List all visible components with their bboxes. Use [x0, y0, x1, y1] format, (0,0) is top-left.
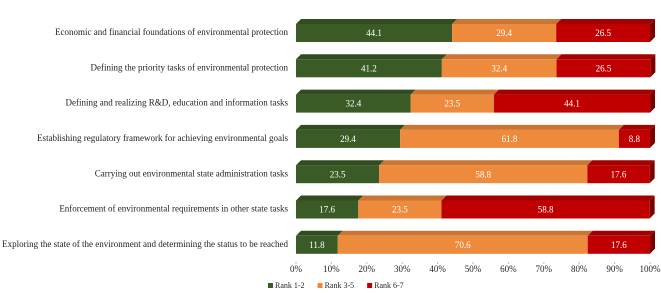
category-label: Defining the priority tasks of environme… — [91, 62, 289, 72]
x-tick-label: 60% — [500, 264, 517, 274]
bar-top — [400, 124, 624, 130]
category-label: Enforcement of environmental requirement… — [59, 204, 288, 214]
bar-top — [296, 89, 416, 95]
bar-side — [650, 54, 656, 78]
value-label: 29.4 — [496, 28, 512, 38]
bar — [441, 59, 557, 78]
legend-label: Rank 6-7 — [374, 281, 404, 290]
bar-top — [618, 124, 655, 130]
bar-side — [650, 124, 655, 148]
value-label: 29.4 — [340, 134, 356, 144]
value-label: 17.6 — [611, 240, 627, 250]
bar — [296, 129, 401, 148]
bar-top — [587, 160, 655, 166]
legend-swatch — [367, 283, 373, 288]
bar-top — [452, 19, 562, 24]
bar — [493, 94, 650, 113]
bar-side — [649, 160, 655, 184]
value-label: 58.8 — [475, 169, 491, 179]
category-label: Economic and financial foundations of en… — [55, 27, 288, 37]
value-label: 44.1 — [564, 99, 580, 109]
value-label: 17.6 — [319, 205, 335, 215]
bar-top — [358, 195, 447, 201]
x-tick-label: 0% — [290, 264, 303, 274]
x-tick-label: 10% — [323, 264, 340, 274]
value-label: 41.2 — [361, 63, 377, 73]
bar-top — [441, 54, 562, 60]
category-label: Exploring the state of the environment a… — [2, 239, 288, 249]
x-tick-label: 100% — [640, 264, 661, 274]
category-label: Carrying out environmental state adminis… — [95, 168, 289, 178]
bar-top — [296, 124, 406, 130]
value-label: 23.5 — [444, 99, 460, 109]
bar — [400, 129, 619, 148]
bar-top — [441, 195, 655, 201]
bar — [556, 59, 651, 78]
value-label: 8.8 — [629, 134, 641, 144]
bar-top — [296, 230, 343, 236]
bar — [441, 200, 650, 219]
category-label: Establishing regulatory framework for ac… — [37, 133, 288, 143]
value-label: 32.4 — [345, 99, 361, 109]
legend-swatch — [268, 283, 273, 288]
value-label: 32.4 — [491, 63, 507, 73]
bar — [618, 129, 650, 148]
bar-top — [556, 54, 656, 60]
value-label: 44.1 — [366, 28, 382, 38]
category-label: Defining and realizing R&D, education an… — [66, 98, 289, 108]
legend-swatch — [317, 283, 323, 288]
bar-top — [337, 230, 593, 236]
x-tick-label: 40% — [429, 264, 446, 274]
bar — [379, 165, 588, 184]
bar — [587, 165, 650, 184]
x-tick-label: 20% — [359, 264, 376, 274]
value-label: 70.6 — [455, 240, 471, 250]
x-tick-label: 80% — [571, 264, 588, 274]
bar — [410, 94, 494, 113]
bar-top — [493, 89, 655, 95]
bar — [296, 24, 453, 42]
bar-top — [556, 19, 655, 24]
bar-side — [649, 195, 655, 219]
value-label: 58.8 — [538, 205, 554, 215]
bar-top — [296, 19, 458, 24]
bar — [337, 235, 588, 254]
bar-top — [296, 195, 364, 201]
value-label: 23.5 — [392, 205, 408, 215]
x-tick-label: 50% — [465, 264, 482, 274]
bar-top — [410, 89, 499, 95]
bar — [296, 59, 442, 78]
value-label: 11.8 — [309, 240, 325, 250]
value-label: 26.5 — [595, 28, 611, 38]
bar — [296, 200, 359, 219]
bar-side — [650, 230, 655, 254]
legend-label: Rank 1-2 — [275, 281, 305, 290]
bar — [358, 200, 442, 219]
value-label: 61.8 — [502, 134, 518, 144]
value-label: 26.5 — [596, 63, 612, 73]
bar-top — [296, 160, 385, 166]
bar-side — [650, 89, 655, 113]
legend-label: Rank 3-5 — [325, 281, 355, 290]
value-label: 23.5 — [330, 169, 346, 179]
value-label: 17.6 — [611, 169, 627, 179]
bar — [452, 24, 557, 42]
bar-top — [296, 54, 447, 60]
bar — [296, 94, 411, 113]
bar-top — [587, 230, 655, 236]
bar — [556, 24, 650, 42]
bar — [296, 235, 338, 254]
x-tick-label: 30% — [394, 264, 411, 274]
x-tick-label: 90% — [606, 264, 623, 274]
bar — [296, 165, 380, 184]
bar — [587, 235, 650, 254]
bar-top — [379, 160, 593, 166]
bar-side — [650, 19, 655, 42]
x-tick-label: 70% — [536, 264, 553, 274]
